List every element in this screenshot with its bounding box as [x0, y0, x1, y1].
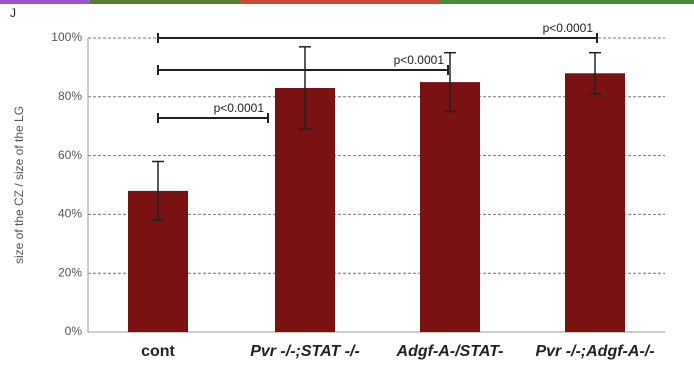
p-value-label: p<0.0001 — [214, 101, 265, 115]
x-tick-label: cont — [141, 343, 175, 360]
x-tick-label: Pvr -/-;Adgf-A-/- — [535, 343, 654, 360]
x-tick-label: Pvr -/-;STAT -/- — [250, 343, 360, 360]
image-strip — [240, 0, 440, 4]
image-strip — [440, 0, 694, 4]
x-tick-label: Adgf-A-/STAT- — [396, 343, 504, 360]
image-strip — [90, 0, 240, 4]
image-strip — [0, 0, 90, 4]
y-tick-label: 20% — [58, 265, 82, 279]
bar — [420, 82, 480, 332]
y-tick-label: 0% — [65, 324, 83, 338]
bar — [565, 73, 625, 332]
y-tick-label: 100% — [51, 30, 82, 44]
chart: J size of the CZ / size of the LG 0% 20% 4… — [0, 0, 694, 366]
y-axis-label: size of the CZ / size of the LG — [12, 106, 26, 264]
p-value-label: p<0.0001 — [543, 21, 594, 35]
p-value-label: p<0.0001 — [394, 53, 445, 67]
y-tick-label: 60% — [58, 148, 82, 162]
y-tick-label: 80% — [58, 89, 82, 103]
y-tick-label: 40% — [58, 207, 82, 221]
panel-label: J — [10, 6, 16, 20]
